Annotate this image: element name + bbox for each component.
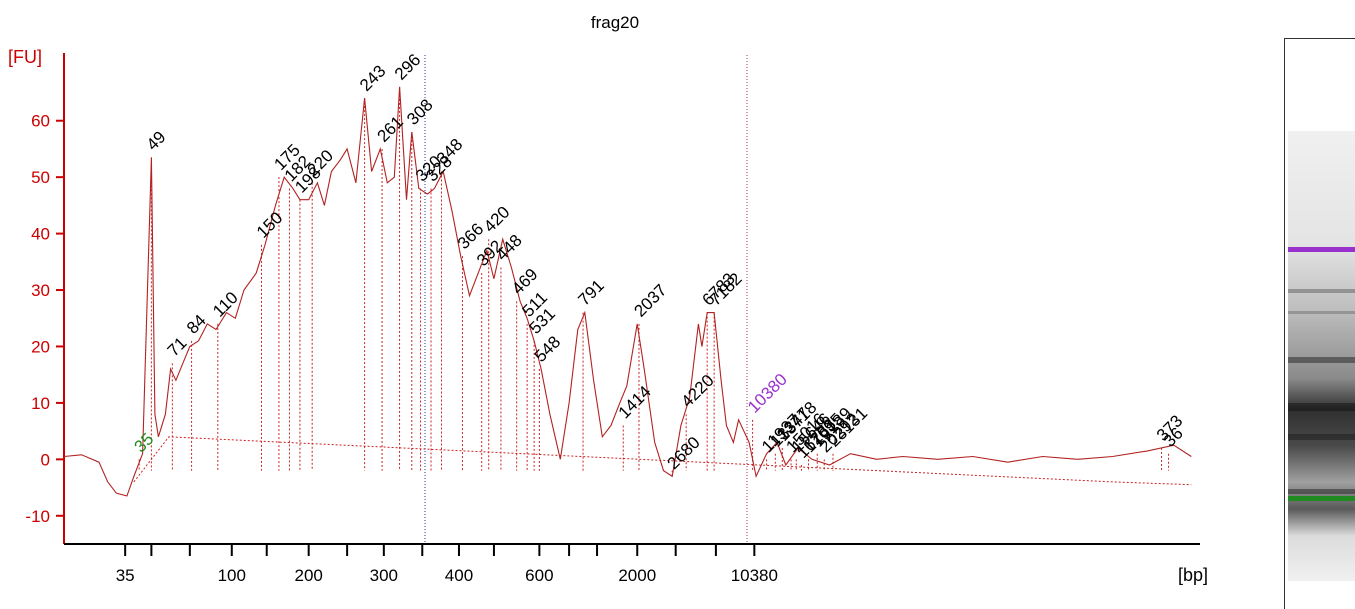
gel-lane — [1288, 131, 1355, 581]
peak-label: 4220 — [678, 371, 718, 411]
peak-label: 448 — [492, 231, 525, 264]
chart-title: frag20 — [591, 13, 639, 32]
peak-label: 308 — [403, 95, 436, 128]
peak-label: 296 — [391, 50, 424, 83]
peak-label: 2037 — [630, 281, 670, 321]
lower-marker-band — [1288, 496, 1355, 501]
y-tick-label: 0 — [41, 450, 50, 469]
peak-label: 243 — [356, 61, 389, 94]
peak-drop-lines — [138, 86, 1170, 477]
y-tick-label: 10 — [31, 394, 50, 413]
x-tick-label: 300 — [370, 566, 398, 585]
x-tick-label: 200 — [294, 566, 322, 585]
peak-label: 35 — [131, 429, 158, 456]
gel-band — [1288, 403, 1355, 411]
upper-marker-band — [1288, 247, 1355, 252]
gel-band — [1288, 434, 1355, 440]
x-axis-label: [bp] — [1178, 565, 1208, 585]
peak-label: 150 — [253, 208, 286, 241]
y-axis-label: [FU] — [8, 47, 42, 67]
peak-label: 84 — [183, 311, 210, 338]
x-ticks: 35 100 200 300 400 600 2000 10380 — [116, 544, 778, 585]
peak-label: 7182 — [706, 269, 746, 309]
x-tick-label: 10380 — [731, 566, 778, 585]
peak-label: 10380 — [744, 370, 791, 417]
signal-trace — [63, 86, 1192, 497]
peak-label: 49 — [143, 127, 170, 154]
baseline-trace — [133, 436, 1192, 486]
x-tick-label: 600 — [525, 566, 553, 585]
x-tick-label: 400 — [445, 566, 473, 585]
x-tick-label: 35 — [116, 566, 135, 585]
x-tick-label: 100 — [218, 566, 246, 585]
gel-band — [1288, 289, 1355, 293]
y-tick-label: 40 — [31, 225, 50, 244]
electropherogram-chart: frag20 [FU] [bp] -10 0 10 20 30 40 50 60 35 100 2… — [8, 13, 1208, 585]
peak-label: 2680 — [664, 433, 704, 473]
y-tick-label: 20 — [31, 337, 50, 356]
y-tick-label: 30 — [31, 281, 50, 300]
peak-label: 71 — [164, 333, 191, 360]
peak-label: 548 — [531, 332, 564, 365]
x-tick-label: 2000 — [618, 566, 656, 585]
gel-image — [1284, 38, 1355, 609]
peak-label: 110 — [209, 288, 242, 321]
gel-band — [1288, 489, 1355, 494]
y-tick-label: 60 — [31, 112, 50, 131]
y-tick-label: -10 — [25, 507, 50, 526]
gel-band — [1288, 311, 1355, 314]
y-tick-label: 50 — [31, 168, 50, 187]
y-ticks: -10 0 10 20 30 40 50 60 — [25, 112, 64, 526]
peak-label: 791 — [574, 276, 607, 309]
gel-band — [1288, 357, 1355, 363]
